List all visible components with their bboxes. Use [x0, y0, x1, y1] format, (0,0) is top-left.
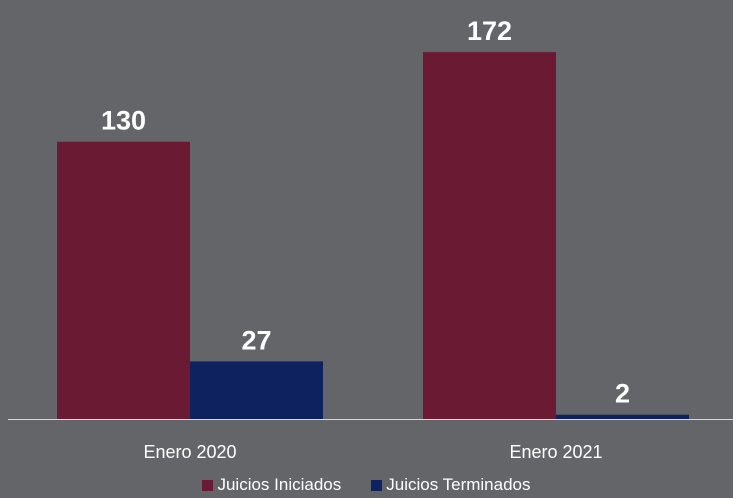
legend-item-juicios-iniciados: Juicios Iniciados: [202, 474, 341, 496]
data-label-juicios-iniciados-enero-2021: 172: [467, 16, 512, 46]
legend-item-juicios-terminados: Juicios Terminados: [371, 474, 531, 496]
legend: Juicios Iniciados Juicios Terminados: [0, 474, 733, 496]
bar-juicios-terminados-enero-2021: [556, 414, 689, 419]
bar-juicios-iniciados-enero-2020: [57, 141, 190, 419]
legend-label-juicios-terminados: Juicios Terminados: [386, 475, 531, 494]
bar-chart: 130 27 Enero 2020 172 2 Enero 2021: [8, 16, 733, 462]
bar-juicios-iniciados-enero-2021: [423, 52, 556, 420]
legend-label-juicios-iniciados: Juicios Iniciados: [217, 475, 342, 494]
x-tick-label-enero-2020: Enero 2020: [143, 442, 236, 462]
data-label-juicios-terminados-enero-2020: 27: [241, 325, 271, 355]
legend-swatch-juicios-terminados: [371, 479, 383, 491]
data-label-juicios-iniciados-enero-2020: 130: [101, 106, 146, 136]
bar-juicios-terminados-enero-2020: [190, 361, 323, 419]
legend-swatch-juicios-iniciados: [202, 479, 214, 491]
data-label-juicios-terminados-enero-2021: 2: [615, 379, 630, 409]
x-tick-label-enero-2021: Enero 2021: [509, 442, 602, 462]
